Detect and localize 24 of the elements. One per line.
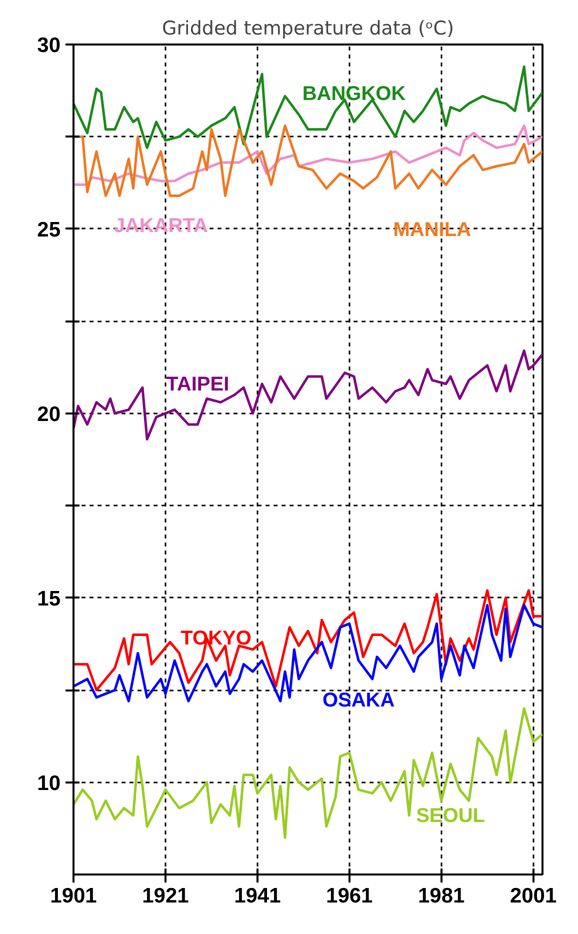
y-tick-label: 15	[37, 587, 61, 610]
x-tick-label: 1901	[50, 884, 98, 908]
series-label: OSAKA	[322, 690, 395, 712]
x-tick-label: 1961	[326, 884, 374, 908]
line-series	[74, 124, 542, 197]
y-tick-label: 30	[37, 34, 60, 57]
x-tick-label: 2001	[510, 884, 557, 908]
y-tick-label: 25	[37, 218, 61, 242]
x-tick-label: 1941	[234, 884, 282, 908]
chart-title: Gridded temperature data (ᵒC)	[162, 18, 454, 40]
x-tick-label: 1981	[418, 884, 466, 908]
y-tick-label: 10	[37, 772, 60, 795]
line-series	[74, 65, 542, 150]
line-series	[74, 707, 542, 839]
line-series	[74, 589, 542, 692]
series-label: BANGKOK	[302, 82, 406, 105]
series-label: SEOUL	[416, 804, 485, 827]
series-label: MANILA	[393, 218, 472, 241]
line-series	[74, 349, 542, 440]
series-label: TAIPEI	[166, 373, 230, 396]
x-tick-label: 1921	[142, 884, 190, 908]
y-tick-label: 20	[37, 402, 60, 426]
series-label: TOKYO	[180, 628, 252, 650]
series-label: JAKARTA	[114, 214, 208, 237]
